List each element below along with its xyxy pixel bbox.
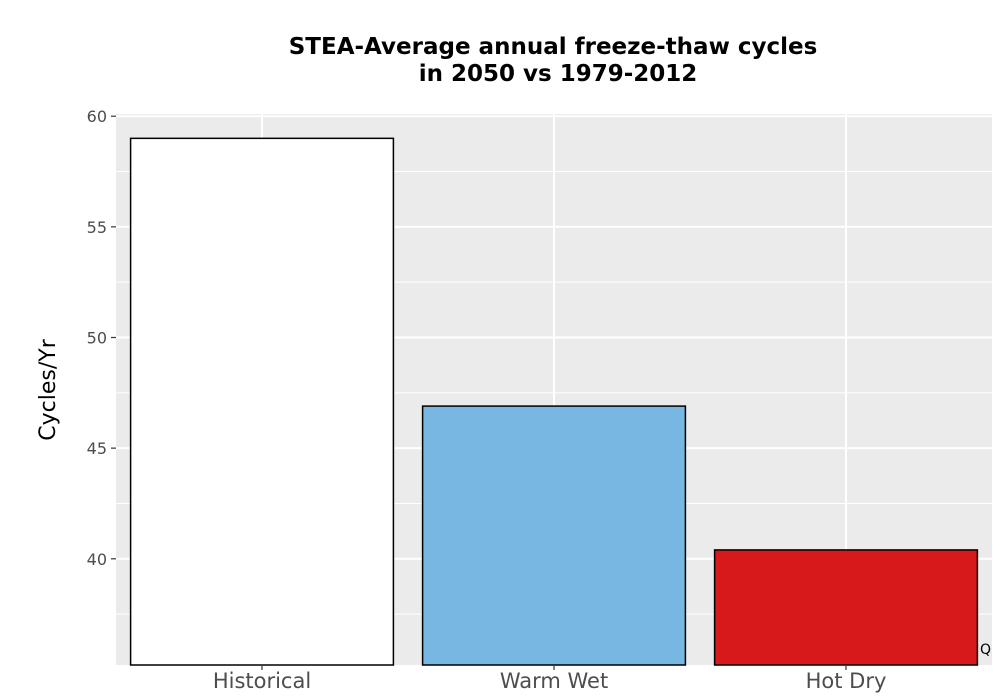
bar-warm-wet [421, 405, 687, 666]
chart-title-line-1: STEA-Average annual freeze-thaw cycles [289, 34, 818, 60]
y-tick-label: 55 [87, 218, 107, 237]
bar-hot-dry [713, 549, 979, 666]
x-tick-label: Historical [213, 669, 311, 693]
y-tick-label: 50 [87, 328, 107, 347]
x-axis: Historical Warm Wet Hot Dry [213, 665, 887, 693]
y-axis: 40 45 50 55 60 [87, 107, 116, 569]
x-tick-label: Hot Dry [806, 669, 887, 693]
bars [129, 137, 979, 666]
corner-note: Q [980, 642, 991, 658]
y-tick-label: 60 [87, 107, 107, 126]
x-tick-label: Warm Wet [500, 669, 608, 693]
y-tick-label: 40 [87, 550, 107, 569]
y-tick-label: 45 [87, 439, 107, 458]
bar-historical [129, 137, 395, 666]
chart-title-line-2: in 2050 vs 1979-2012 [419, 61, 698, 87]
y-axis-title: Cycles/Yr [36, 338, 61, 440]
